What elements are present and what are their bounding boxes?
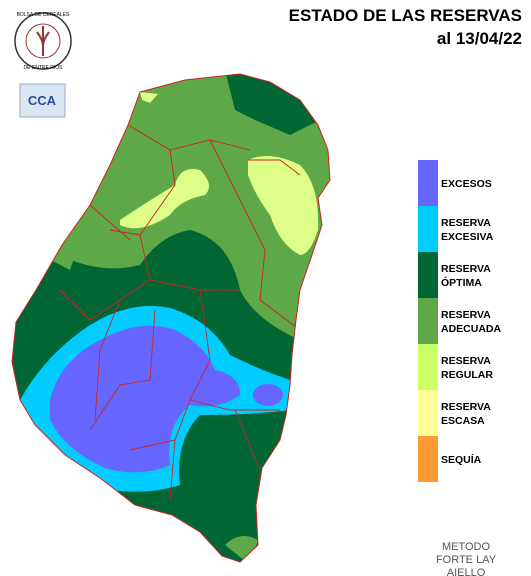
legend-swatch [418,252,438,298]
legend-label: SEQUÍA [441,453,482,466]
legend-label: RESERVA [441,309,491,321]
zone-excess [50,325,240,473]
logo-wheat [36,26,50,56]
province-outline [11,73,331,563]
legend-label: RESERVA [441,355,491,367]
method-text: AIELLO [447,567,486,576]
zone-regular-east [248,156,319,255]
zone-adequate-west [12,210,80,270]
legend-swatch [418,298,438,344]
legend-swatch [418,160,438,206]
map [12,74,330,562]
cca-text: CCA [28,93,57,108]
zone-regular-center [120,169,209,229]
cca-badge [19,83,66,118]
legend-swatch [418,436,438,482]
legend-label: ADECUADA [441,323,502,335]
legend-swatch [418,344,438,390]
legend-swatch [418,390,438,436]
legend-label: ESCASA [441,415,485,427]
legend-label: EXCESIVA [441,231,494,243]
zone-excess-east [253,384,283,406]
logo: BOLSA DE CEREALES DE ENTRE RIOS CCA [14,12,72,118]
department-borders [59,124,301,501]
logo-top: BOLSA DE CEREALES [17,12,70,18]
legend-label: RESERVA [441,401,491,413]
date: al 13/04/22 [437,29,522,48]
legend-label: REGULAR [441,369,493,381]
legend-label: ÓPTIMA [441,276,482,289]
legend-label: RESERVA [441,217,491,229]
title: ESTADO DE LAS RESERVAS [289,6,522,25]
method-text: FORTE LAY [436,554,497,566]
logo-bottom: DE ENTRE RIOS [24,65,64,71]
method-text: METODO [442,541,491,553]
zone-regular-north [140,92,158,103]
legend-label: RESERVA [441,263,491,275]
legend-label: EXCESOS [441,178,492,190]
legend: EXCESOSRESERVAEXCESIVARESERVAÓPTIMARESER… [418,160,502,482]
legend-swatch [418,206,438,252]
logo-inner [25,23,61,59]
